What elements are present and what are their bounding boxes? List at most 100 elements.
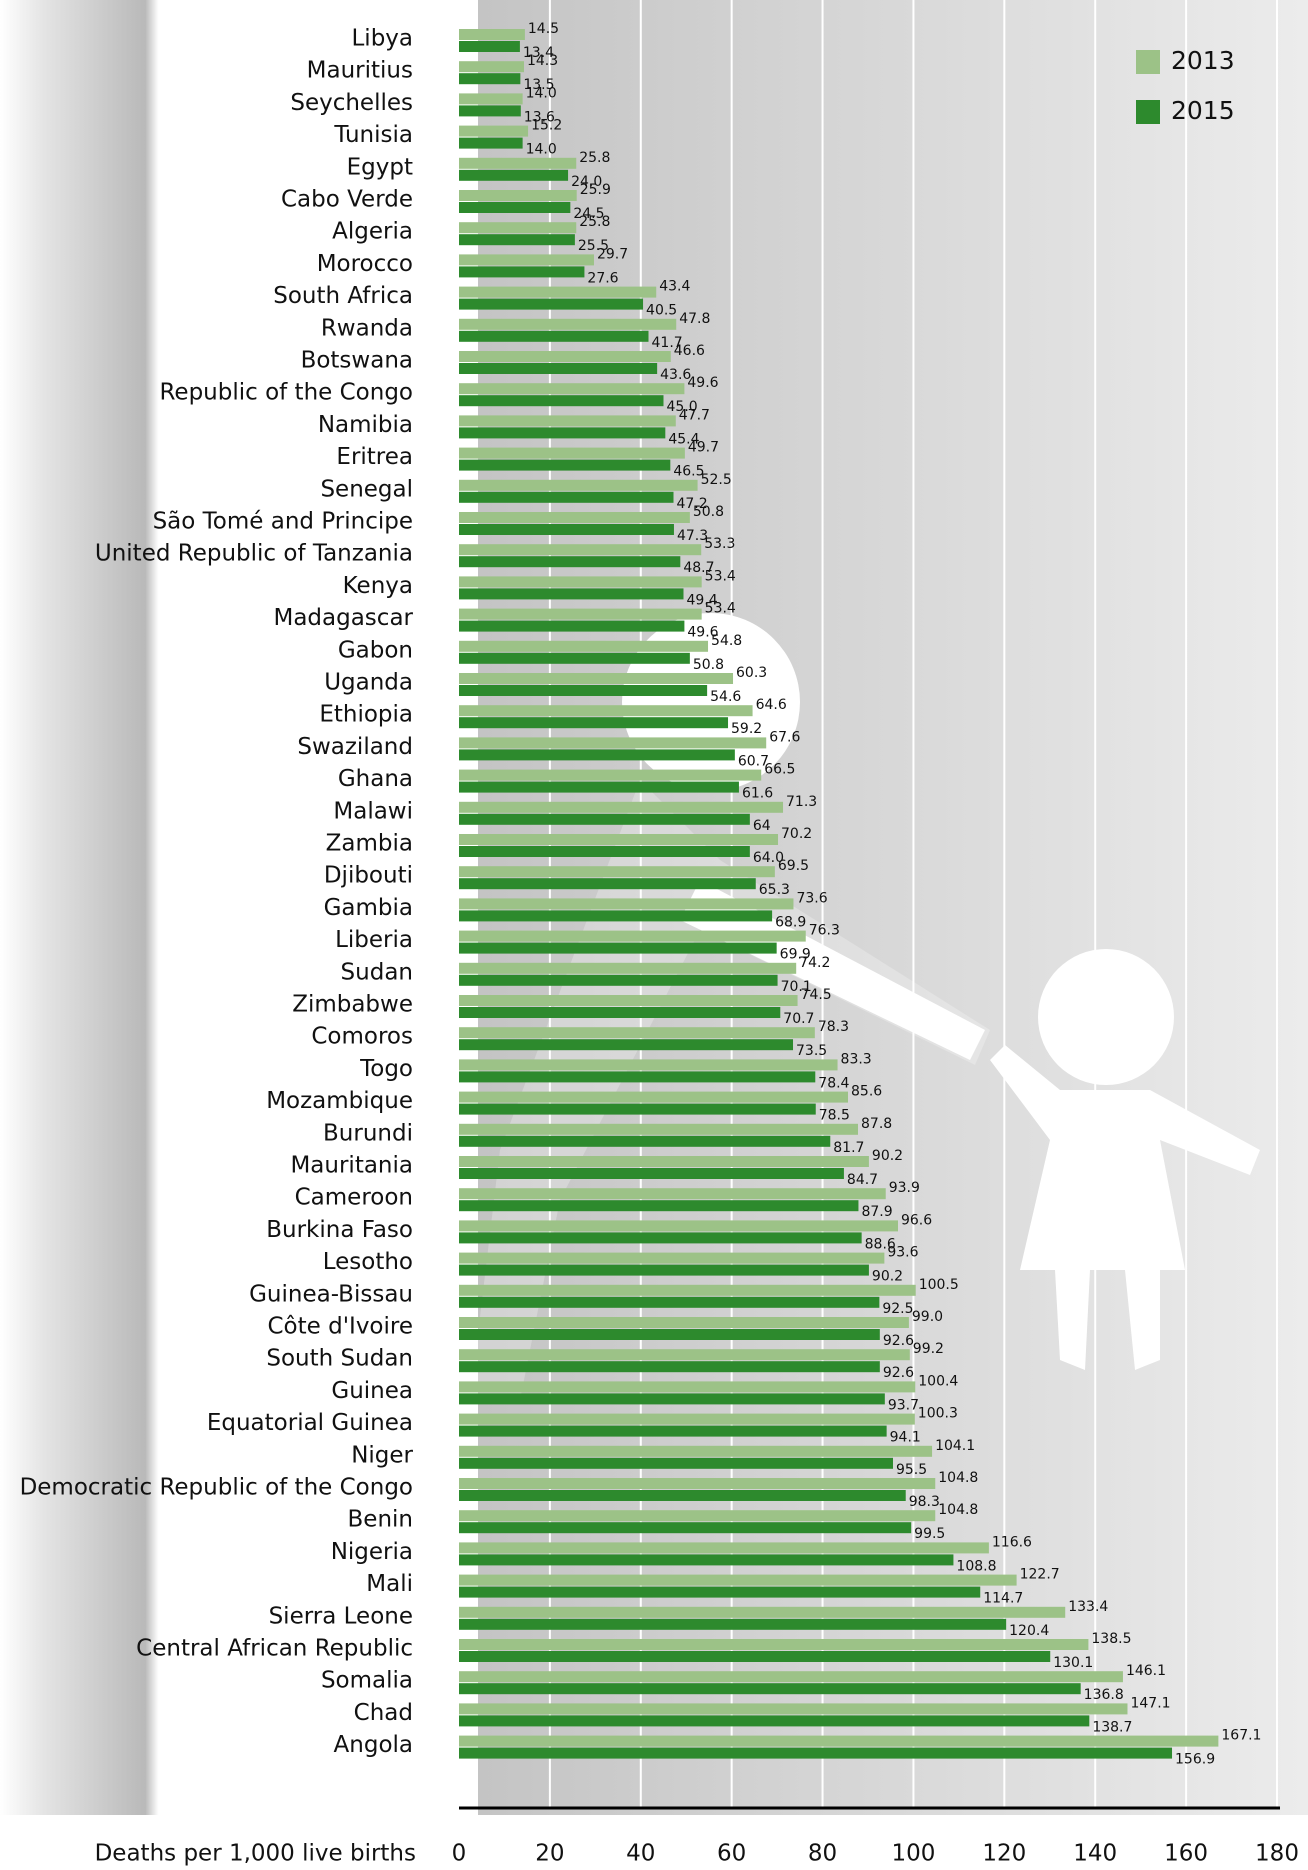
- bar: [459, 330, 649, 342]
- bar: [459, 1296, 880, 1308]
- category-label: Somalia: [321, 1668, 413, 1694]
- value-label: 93.6: [887, 1245, 918, 1261]
- value-label: 92.5: [882, 1301, 913, 1317]
- category-label: Libya: [351, 26, 413, 52]
- value-label: 49.6: [687, 375, 718, 391]
- bar: [459, 1735, 1219, 1747]
- background: [0, 0, 440, 1815]
- bar: [459, 1264, 869, 1276]
- bar: [459, 1478, 936, 1489]
- bar: [459, 834, 779, 845]
- value-label: 15.2: [531, 118, 562, 134]
- bar: [459, 1361, 880, 1373]
- value-label: 27.6: [587, 270, 618, 286]
- value-label: 24.0: [571, 174, 602, 190]
- x-axis-title: Deaths per 1,000 live births: [95, 1841, 416, 1867]
- bar: [459, 652, 690, 664]
- bar: [459, 898, 794, 910]
- category-label: Tunisia: [333, 122, 413, 148]
- bar: [459, 318, 677, 330]
- bar: [459, 1510, 936, 1522]
- legend-swatch: [1136, 50, 1160, 74]
- bar: [459, 1284, 916, 1296]
- value-label: 100.3: [918, 1406, 958, 1422]
- value-label: 138.5: [1091, 1631, 1131, 1647]
- value-label: 25.5: [578, 238, 609, 254]
- value-label: 66.5: [764, 762, 795, 778]
- bar: [459, 1715, 1090, 1727]
- bar: [459, 1747, 1173, 1759]
- value-label: 122.7: [1020, 1567, 1060, 1583]
- category-label: Côte d'Ivoire: [268, 1314, 414, 1340]
- bar: [459, 415, 676, 427]
- bar: [459, 351, 671, 362]
- value-label: 48.7: [683, 560, 714, 576]
- category-label: Togo: [359, 1056, 413, 1082]
- value-label: 47.2: [676, 496, 707, 512]
- bar: [459, 1651, 1051, 1662]
- value-label: 41.7: [652, 335, 683, 351]
- bar: [459, 447, 685, 459]
- bar: [459, 1007, 781, 1018]
- category-label: Madagascar: [273, 605, 413, 631]
- bar: [459, 157, 577, 169]
- bar: [459, 190, 577, 201]
- bar: [459, 1490, 906, 1501]
- value-label: 87.9: [861, 1204, 892, 1220]
- value-label: 90.2: [872, 1269, 903, 1285]
- value-label: 25.9: [580, 182, 611, 198]
- category-label: Niger: [351, 1442, 413, 1468]
- bar: [459, 266, 585, 278]
- bar: [459, 1091, 849, 1103]
- value-label: 25.8: [579, 214, 610, 230]
- value-label: 60.3: [736, 665, 767, 681]
- value-label: 64: [753, 818, 771, 834]
- bar: [459, 556, 681, 568]
- bar: [459, 1703, 1128, 1715]
- bar: [459, 974, 778, 986]
- category-label: Cabo Verde: [281, 187, 413, 213]
- value-label: 156.9: [1175, 1752, 1215, 1768]
- bar: [459, 1329, 880, 1340]
- bar: [459, 363, 658, 374]
- bar: [459, 1039, 794, 1051]
- bar: [459, 1027, 815, 1039]
- category-label: South Africa: [273, 283, 413, 309]
- bar: [459, 1671, 1123, 1683]
- mother-arm: [680, 880, 985, 1060]
- bar: [459, 29, 525, 40]
- category-label: Lesotho: [323, 1249, 413, 1275]
- category-label: Algeria: [332, 219, 413, 245]
- value-label: 43.6: [660, 367, 691, 383]
- value-label: 130.1: [1053, 1655, 1093, 1671]
- bar: [459, 254, 594, 266]
- category-label: São Tomé and Principe: [153, 509, 413, 535]
- value-label: 14.0: [526, 85, 557, 101]
- bar: [459, 1393, 885, 1405]
- value-label: 147.1: [1130, 1695, 1170, 1711]
- bar: [459, 673, 734, 684]
- x-tick-label: 180: [1255, 1841, 1299, 1867]
- value-label: 52.5: [701, 472, 732, 488]
- value-label: 49.4: [686, 592, 717, 608]
- value-label: 114.7: [983, 1591, 1023, 1607]
- value-label: 74.5: [801, 987, 832, 1003]
- value-label: 99.5: [914, 1526, 945, 1542]
- bar: [459, 781, 739, 793]
- category-label: Angola: [334, 1732, 413, 1758]
- bar: [459, 1168, 844, 1179]
- category-label: Cameroon: [295, 1185, 413, 1211]
- value-label: 67.6: [769, 729, 800, 745]
- bar: [459, 1135, 831, 1147]
- value-label: 59.2: [731, 721, 762, 737]
- category-label: Mauritania: [290, 1153, 413, 1179]
- bar: [459, 222, 577, 234]
- legend-label: 2015: [1171, 96, 1235, 125]
- x-tick-label: 120: [982, 1841, 1026, 1867]
- bar: [459, 1188, 886, 1200]
- value-label: 88.6: [865, 1236, 896, 1252]
- bar: [459, 1232, 862, 1244]
- bar: [459, 866, 775, 878]
- bar: [459, 298, 644, 310]
